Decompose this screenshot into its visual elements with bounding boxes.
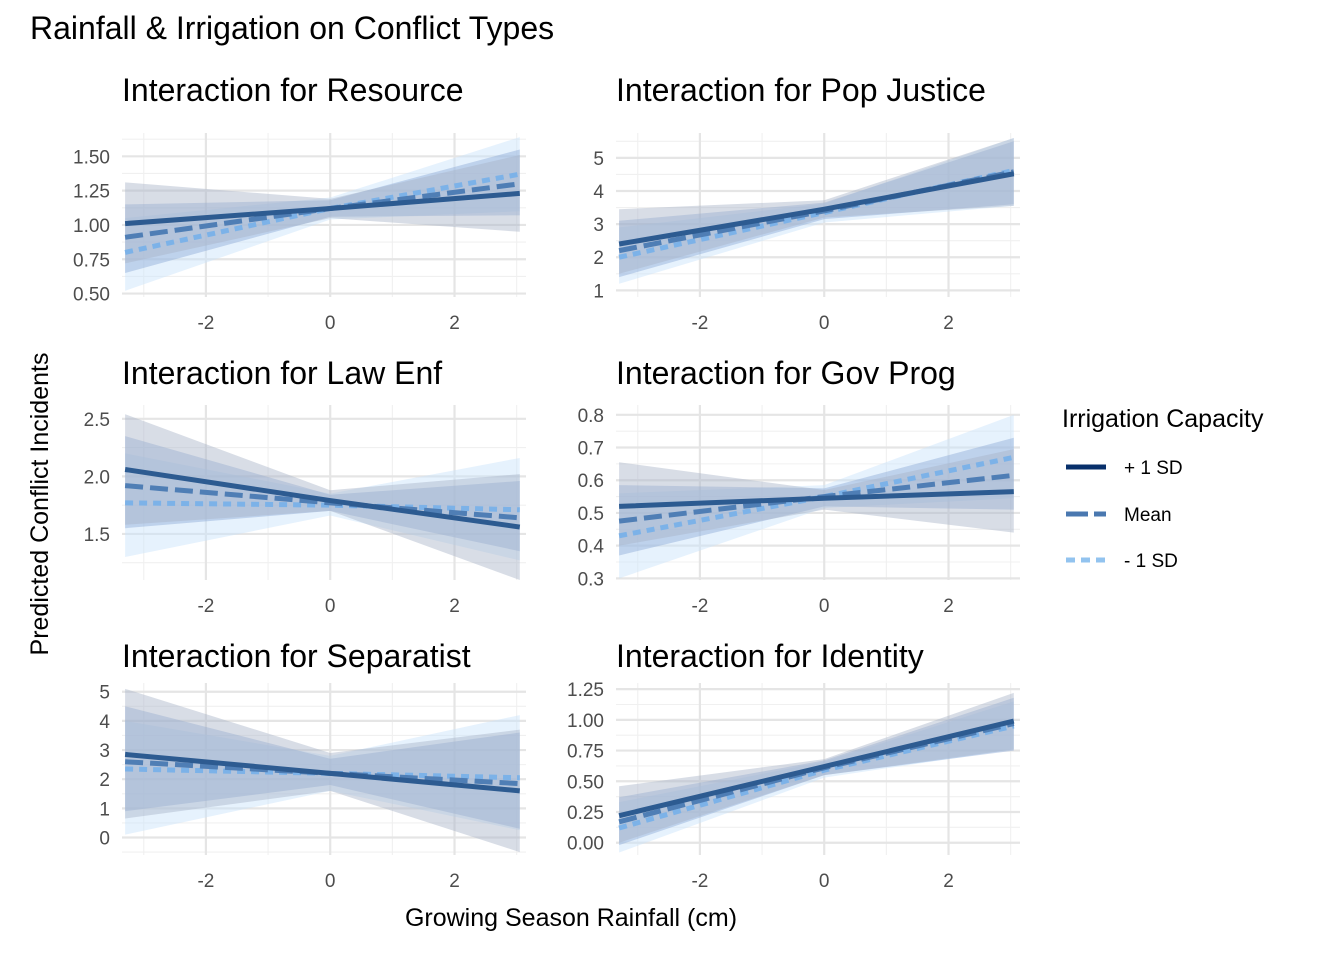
x-tick-label: -2 xyxy=(691,313,708,334)
y-tick-label: 4 xyxy=(99,712,110,733)
confidence-band-mean xyxy=(125,706,520,829)
panel-4: Interaction for Gov Prog -2 0 2 0.3 0.4 0.5 0.6… xyxy=(578,355,1020,617)
panel-title: Interaction for Separatist xyxy=(122,638,471,674)
y-tick-label: 0.75 xyxy=(567,742,604,763)
series-line-plus xyxy=(124,190,520,227)
y-tick-label: 1.5 xyxy=(84,525,110,546)
y-tick-label: 2.0 xyxy=(84,467,110,488)
legend-label-3: - 1 SD xyxy=(1124,551,1178,572)
series-line-plus xyxy=(618,718,1015,819)
y-tick-label: 2 xyxy=(99,770,110,791)
y-tick-label: 2.5 xyxy=(84,410,110,431)
x-tick-label: 0 xyxy=(325,596,336,617)
y-tick-label: 0.5 xyxy=(578,504,604,525)
series-line-plus xyxy=(124,467,521,530)
panel-title: Interaction for Identity xyxy=(616,638,924,674)
y-tick-label: 1.25 xyxy=(567,680,604,701)
panel-3: Interaction for Law Enf -2 0 2 1.5 2.0 2.5 xyxy=(84,355,526,617)
y-tick-label: 0.00 xyxy=(567,834,604,855)
y-tick-label: 3 xyxy=(99,741,110,762)
panel-5: Interaction for Separatist -2 0 2 0 1 2 3 4 5 xyxy=(99,638,526,892)
panel-6: Interaction for Identity -2 0 2 0.00 0.25 0.50… xyxy=(567,638,1020,892)
y-tick-label: 0.6 xyxy=(578,471,604,492)
panel-title: Interaction for Gov Prog xyxy=(616,355,956,391)
series-line-minus xyxy=(618,454,1015,539)
y-tick-label: 0.50 xyxy=(567,772,604,793)
x-tick-label: 2 xyxy=(943,313,954,334)
series-line-plus xyxy=(618,171,1015,247)
panel-title: Interaction for Pop Justice xyxy=(616,72,986,108)
panel-1: Interaction for Resource -2 0 2 0.50 0.75 1.00… xyxy=(73,72,526,334)
y-tick-label: 1.00 xyxy=(73,216,110,237)
confidence-band-minus xyxy=(125,137,520,291)
x-tick-label: 0 xyxy=(325,313,336,334)
y-tick-label: 1.00 xyxy=(567,711,604,732)
confidence-band-minus xyxy=(619,701,1014,853)
x-tick-label: 2 xyxy=(449,596,460,617)
x-tick-label: -2 xyxy=(691,871,708,892)
x-tick-label: 0 xyxy=(819,871,830,892)
legend-title: Irrigation Capacity xyxy=(1062,405,1264,433)
legend-label-1: + 1 SD xyxy=(1124,458,1183,479)
x-tick-label: -2 xyxy=(197,871,214,892)
y-tick-label: 5 xyxy=(593,149,604,170)
series-line-minus xyxy=(124,171,521,255)
legend-label-2: Mean xyxy=(1124,505,1172,526)
y-tick-label: 0.75 xyxy=(73,250,110,271)
y-tick-label: 0.4 xyxy=(578,537,605,558)
y-tick-label: 3 xyxy=(593,215,604,236)
y-tick-label: 0.25 xyxy=(567,803,604,824)
x-tick-label: 2 xyxy=(449,871,460,892)
x-tick-label: -2 xyxy=(691,596,708,617)
figure-title: Rainfall & Irrigation on Conflict Types xyxy=(30,10,554,46)
confidence-band-plus xyxy=(619,137,1014,274)
legend: Irrigation Capacity + 1 SD Mean - 1 SD xyxy=(1062,405,1264,572)
y-tick-label: 4 xyxy=(593,182,604,203)
panel-2: Interaction for Pop Justice -2 0 2 1 2 3 4 5 xyxy=(593,72,1020,334)
y-tick-label: 1 xyxy=(593,281,604,302)
y-tick-label: 0.7 xyxy=(578,439,604,460)
y-tick-label: 1.25 xyxy=(73,182,110,203)
x-tick-label: 2 xyxy=(449,313,460,334)
y-axis-title: Predicted Conflict Incidents xyxy=(26,353,54,656)
panel-title: Interaction for Resource xyxy=(122,72,464,108)
x-tick-label: 0 xyxy=(819,313,830,334)
x-tick-label: 0 xyxy=(325,871,336,892)
y-tick-label: 0 xyxy=(99,829,110,850)
x-tick-label: -2 xyxy=(197,313,214,334)
y-tick-label: 1.50 xyxy=(73,147,110,168)
x-tick-label: 2 xyxy=(943,596,954,617)
facet-panels: Interaction for Resource-2 0 20.500.751.00… xyxy=(73,72,1020,892)
confidence-band-mean xyxy=(125,436,520,552)
y-tick-label: 5 xyxy=(99,683,110,704)
y-tick-label: 0.8 xyxy=(578,406,604,427)
panel-title: Interaction for Law Enf xyxy=(122,355,442,391)
x-tick-label: 0 xyxy=(819,596,830,617)
x-axis-title: Growing Season Rainfall (cm) xyxy=(405,904,737,932)
series-line-plus xyxy=(124,751,521,794)
y-tick-label: 2 xyxy=(593,248,604,269)
x-tick-label: 2 xyxy=(943,871,954,892)
y-tick-label: 1 xyxy=(99,799,110,820)
series-line-plus xyxy=(619,489,1014,509)
y-tick-label: 0.50 xyxy=(73,285,110,306)
x-tick-label: -2 xyxy=(197,596,214,617)
y-tick-label: 0.3 xyxy=(578,569,604,590)
